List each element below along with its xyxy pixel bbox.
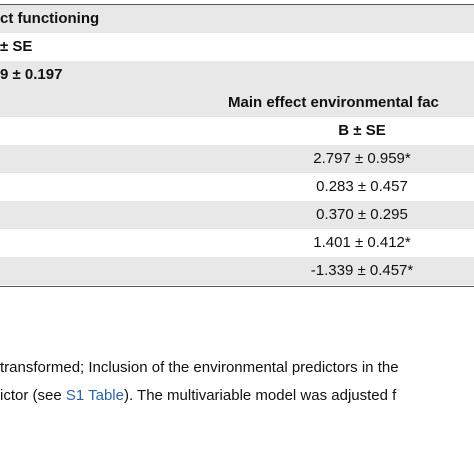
table-rule [0,286,474,287]
cell: 1.401 ± 0.412* [313,234,411,251]
cell: 0.283 ± 0.457 [316,178,408,195]
cell: ± SE [0,38,33,55]
table-rule [0,4,474,5]
table-row: Main effect environmental fac [0,89,474,117]
table-row: 1.401 ± 0.412* [0,229,474,257]
table-row: ± SE [0,33,474,61]
table-row: 2.797 ± 0.959* [0,145,474,173]
column-subheader: B ± SE [338,122,386,139]
cell: -1.339 ± 0.457* [310,262,414,279]
table-row: 0.370 ± 0.295 [0,201,474,229]
table-row: -1.339 ± 0.457* [0,257,474,285]
footnote-text: transformed; Inclusion of the environmen… [0,359,399,376]
column-header: Main effect environmental fac [228,94,439,111]
table-row: 9 ± 0.197 [0,61,474,89]
table-row: ct functioning [0,5,474,33]
cell: 0.370 ± 0.295 [316,206,408,223]
table-row: 0.283 ± 0.457 [0,173,474,201]
cell: 9 ± 0.197 [0,66,63,83]
footnote-text: ). The multivariable model was adjusted … [123,387,397,404]
cell: 2.797 ± 0.959* [313,150,411,167]
footnote-line: ictor (see S1 Table). The multivariable … [0,386,396,406]
footnote-line: transformed; Inclusion of the environmen… [0,358,399,378]
footnote-text: ictor (see [0,387,66,404]
footnote-link[interactable]: S1 Table [65,387,124,404]
table-row: B ± SE [0,117,474,145]
cell: ct functioning [0,10,100,27]
